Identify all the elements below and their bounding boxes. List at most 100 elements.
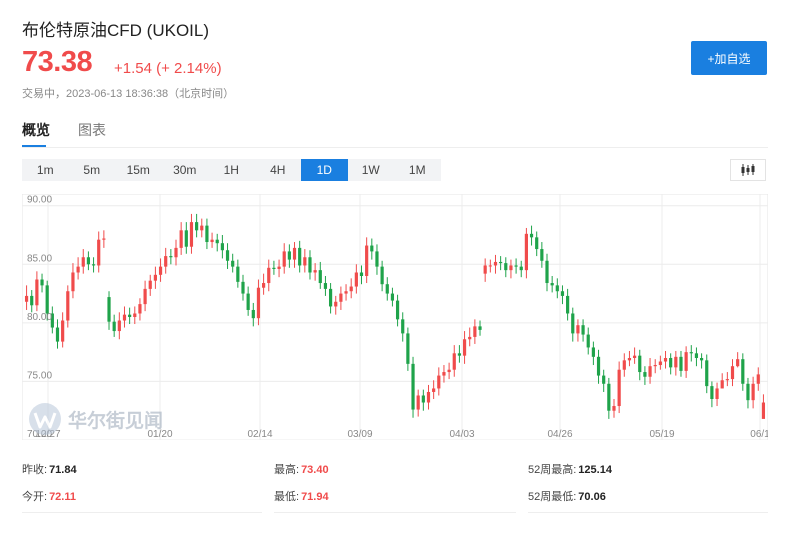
candle-body xyxy=(179,230,183,248)
candle-body xyxy=(200,225,204,231)
candle-body xyxy=(586,334,590,348)
candle-body xyxy=(210,239,214,243)
candle-body xyxy=(308,257,312,273)
candle-body xyxy=(143,288,147,305)
candle-body xyxy=(370,245,374,252)
candle-body xyxy=(478,326,482,330)
candle-body xyxy=(617,369,621,407)
candle-body xyxy=(298,247,302,266)
candle-body xyxy=(699,358,704,361)
candle-body xyxy=(504,263,508,271)
candle-body xyxy=(684,352,688,371)
week52-high: 52周最高: 125.14 xyxy=(528,464,612,476)
interval-1mo[interactable]: 1M xyxy=(408,163,426,177)
candle-body xyxy=(658,361,662,366)
candle-body xyxy=(416,395,420,410)
candle-body xyxy=(633,355,637,358)
candle-body xyxy=(730,366,735,380)
candle-body xyxy=(81,257,85,267)
interval-1w[interactable]: 1W xyxy=(361,163,380,177)
candle-body xyxy=(602,375,606,384)
candle-body xyxy=(55,327,60,342)
candle-body xyxy=(447,369,451,373)
interval-4h[interactable]: 4H xyxy=(270,163,286,177)
candle-body xyxy=(339,293,343,302)
candle-body xyxy=(91,264,96,266)
candle-body xyxy=(262,283,266,288)
plot-frame xyxy=(22,194,768,440)
candle-body xyxy=(328,288,333,307)
candle-body xyxy=(596,356,601,376)
candle-body xyxy=(318,270,322,284)
add-to-watchlist-button[interactable]: +加自选 xyxy=(691,41,767,75)
candle-body xyxy=(488,265,492,267)
candle-body xyxy=(643,372,647,377)
candle-body xyxy=(50,313,54,328)
candle-body xyxy=(148,280,152,289)
candle-body xyxy=(277,266,281,269)
watermark-text: 华尔街见闻 xyxy=(68,409,164,432)
candle-body xyxy=(499,261,503,264)
stats-row: 今开: 72.11 最低: 71.94 52周最低: 70.06 xyxy=(22,482,768,509)
x-tick-label: 01/20 xyxy=(147,429,172,440)
candlestick-icon xyxy=(741,164,755,176)
tab-chart[interactable]: 图表 xyxy=(78,122,106,138)
candle-body xyxy=(205,225,209,243)
candle-body xyxy=(395,300,400,320)
candle-body xyxy=(128,314,132,317)
candlestick-toggle-button[interactable] xyxy=(730,159,766,181)
candle-body xyxy=(231,260,235,267)
candle-body xyxy=(385,284,389,294)
tab-overview[interactable]: 概览 xyxy=(22,122,50,138)
candle-body xyxy=(344,291,348,294)
interval-1m[interactable]: 1m xyxy=(36,163,54,177)
candle-body xyxy=(236,266,240,282)
day-low: 最低: 71.94 xyxy=(274,491,329,503)
week52-low: 52周最低: 70.06 xyxy=(528,491,606,503)
candle-body xyxy=(746,383,750,401)
candle-body xyxy=(323,283,328,289)
interval-30m[interactable]: 30m xyxy=(173,163,197,177)
interval-5m[interactable]: 5m xyxy=(83,163,101,177)
candle-body xyxy=(468,336,472,340)
candle-body xyxy=(674,356,678,368)
interval-1h[interactable]: 1H xyxy=(223,163,239,177)
candle-body xyxy=(390,293,395,301)
stats-row: 昨收: 71.84 最高: 73.40 52周最高: 125.14 xyxy=(22,455,768,482)
price-change: +1.54 (+ 2.14%) xyxy=(114,60,222,77)
candle-body xyxy=(560,291,565,296)
candle-body xyxy=(555,285,559,292)
x-tick-label: 04/03 xyxy=(449,429,474,440)
candle-body xyxy=(246,293,250,310)
candle-body xyxy=(514,265,518,267)
candle-body xyxy=(256,287,261,319)
interval-selector: 1m 5m 15m 30m 1H 4H 1D 1W 1M xyxy=(22,159,441,181)
quote-stats: 昨收: 71.84 最高: 73.40 52周最高: 125.14 今开: 72.11 … xyxy=(22,455,768,513)
candle-body xyxy=(184,230,188,247)
candle-body xyxy=(287,251,291,260)
prev-close: 昨收: 71.84 xyxy=(22,464,77,476)
x-tick-label: 06/1 xyxy=(750,429,768,440)
candle-body xyxy=(710,386,714,399)
candle-body xyxy=(220,243,224,251)
candle-body xyxy=(251,309,255,319)
candle-body xyxy=(540,249,544,261)
today-open: 今开: 72.11 xyxy=(22,491,76,503)
interval-1d[interactable]: 1D xyxy=(301,159,348,181)
instrument-title: 布伦特原油CFD (UKOIL) xyxy=(22,21,209,40)
candle-body xyxy=(35,279,39,306)
candle-body xyxy=(627,358,632,361)
candle-body xyxy=(653,365,657,367)
candle-body xyxy=(437,375,441,389)
candle-body xyxy=(164,256,168,267)
interval-15m[interactable]: 15m xyxy=(126,163,150,177)
candle-body xyxy=(715,388,719,399)
candle-body xyxy=(736,359,740,367)
candle-body xyxy=(40,279,44,286)
candle-body xyxy=(375,251,379,267)
candle-body xyxy=(483,265,487,274)
candle-body xyxy=(566,295,570,314)
candle-body xyxy=(112,321,116,332)
candle-body xyxy=(380,266,384,285)
